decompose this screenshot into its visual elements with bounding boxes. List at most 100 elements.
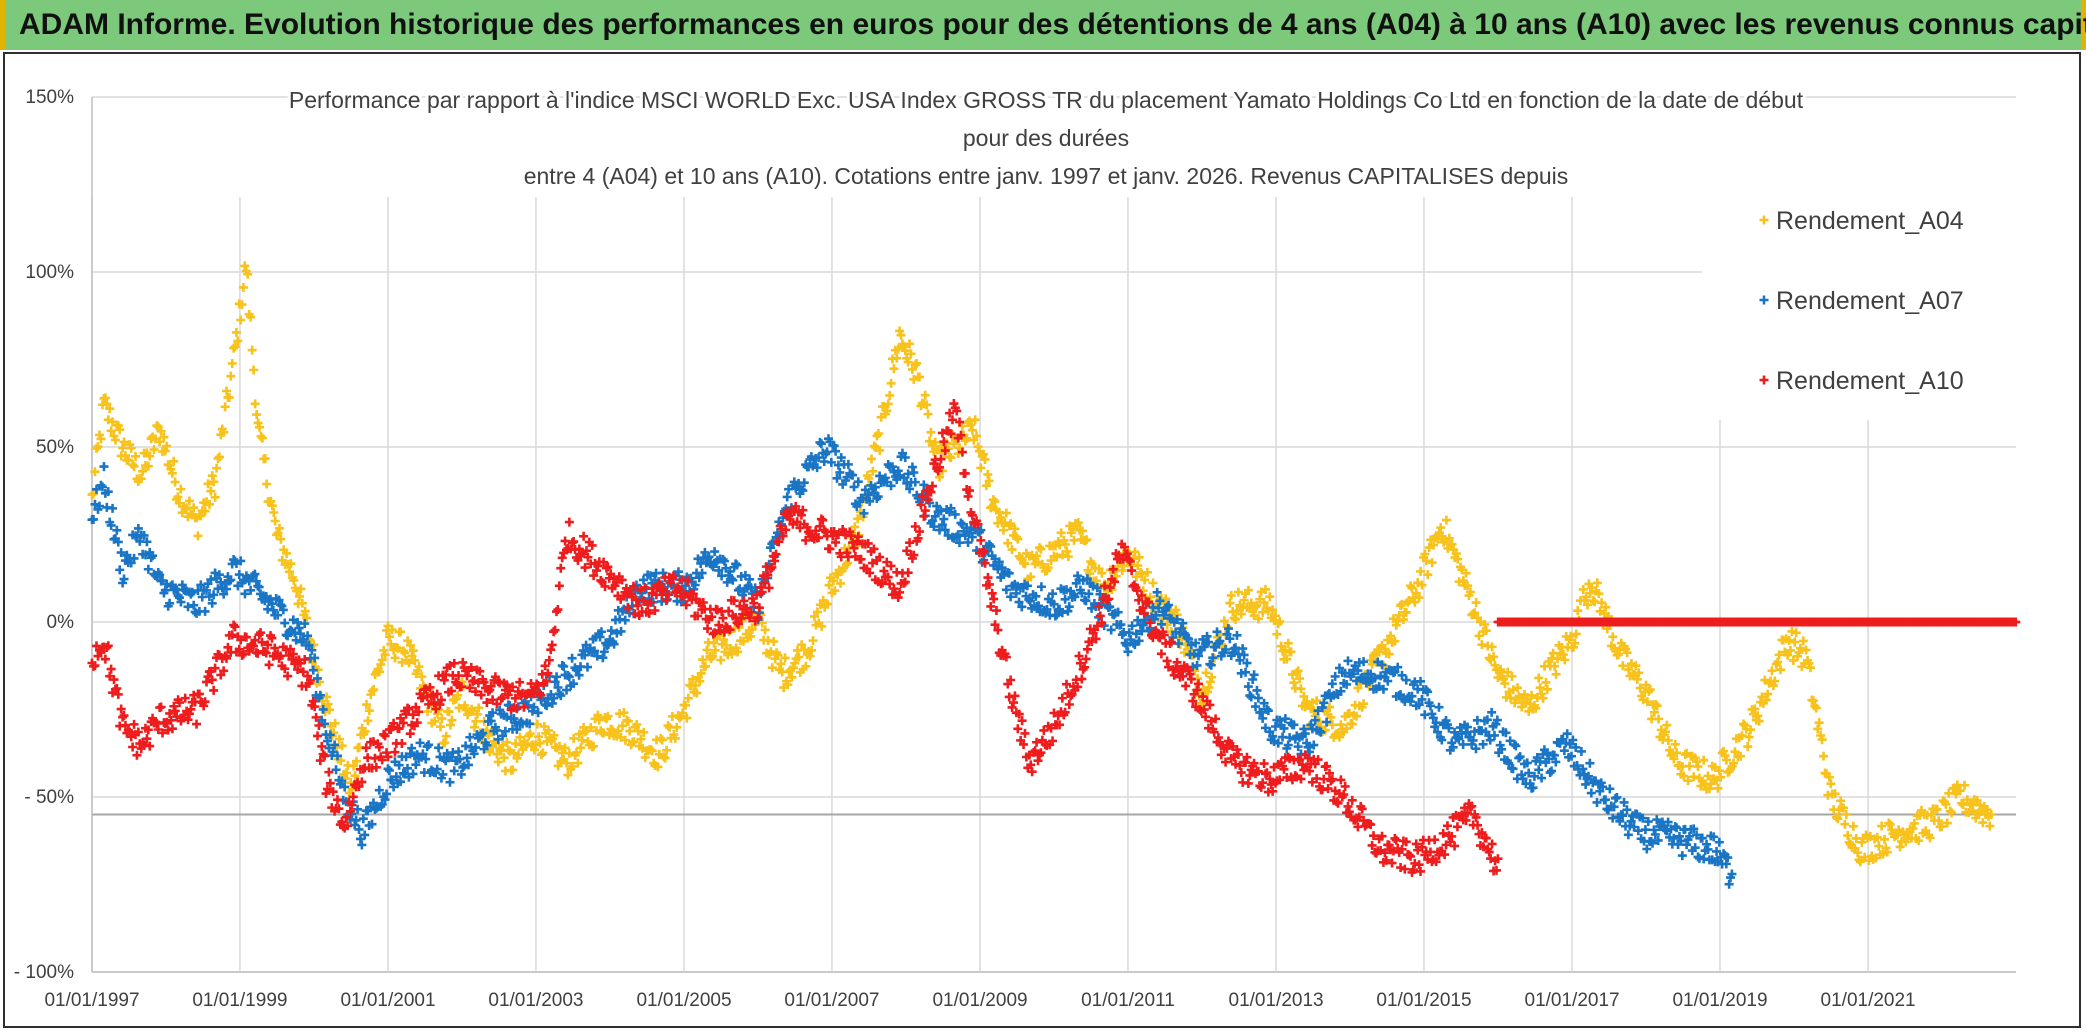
data-point xyxy=(226,575,236,585)
data-point xyxy=(106,520,116,530)
data-point xyxy=(1941,799,1951,809)
data-point xyxy=(143,725,153,735)
data-point xyxy=(1097,618,1107,628)
data-point xyxy=(145,741,155,751)
data-point xyxy=(1461,727,1471,737)
data-point xyxy=(1608,632,1618,642)
data-point xyxy=(1229,613,1239,623)
data-point xyxy=(983,470,993,480)
data-point xyxy=(935,472,945,482)
data-point xyxy=(396,627,406,637)
data-point xyxy=(633,726,643,736)
data-point xyxy=(118,443,128,453)
data-point xyxy=(227,630,237,640)
legend-label: Rendement_A07 xyxy=(1776,287,1964,315)
data-point xyxy=(714,565,724,575)
data-point xyxy=(471,687,481,697)
data-point xyxy=(869,544,879,554)
data-point xyxy=(418,749,428,759)
data-point xyxy=(1473,820,1483,830)
data-point xyxy=(328,787,338,797)
data-point xyxy=(275,651,285,661)
data-point xyxy=(1808,696,1818,706)
data-point xyxy=(636,734,646,744)
data-point xyxy=(913,533,923,543)
data-point xyxy=(315,690,325,700)
data-point xyxy=(445,777,455,787)
data-point xyxy=(1714,766,1724,776)
data-point xyxy=(1127,621,1137,631)
data-point xyxy=(1336,775,1346,785)
data-point xyxy=(1783,650,1793,660)
data-point xyxy=(577,735,587,745)
data-point xyxy=(169,701,179,711)
data-point xyxy=(1487,642,1497,652)
data-point xyxy=(1743,742,1753,752)
data-point xyxy=(476,729,486,739)
data-point xyxy=(1357,804,1367,814)
data-point xyxy=(91,443,101,453)
data-point xyxy=(1249,758,1259,768)
data-point xyxy=(1207,672,1217,682)
data-point xyxy=(347,800,357,810)
data-point xyxy=(248,571,258,581)
data-point xyxy=(707,612,717,622)
data-point xyxy=(1148,578,1158,588)
data-point xyxy=(1727,869,1737,879)
data-point xyxy=(728,575,738,585)
data-point xyxy=(629,737,639,747)
data-point xyxy=(1336,720,1346,730)
data-point xyxy=(1225,598,1235,608)
data-point xyxy=(286,559,296,569)
data-point xyxy=(946,453,956,463)
data-point xyxy=(534,689,544,699)
data-point xyxy=(308,696,318,706)
data-point xyxy=(469,722,479,732)
data-point xyxy=(808,636,818,646)
data-point xyxy=(1211,714,1221,724)
data-point xyxy=(337,776,347,786)
data-point xyxy=(1537,689,1547,699)
data-point xyxy=(1289,678,1299,688)
data-point xyxy=(914,372,924,382)
data-point xyxy=(1212,627,1222,637)
data-point xyxy=(1527,690,1537,700)
data-point xyxy=(337,817,347,827)
data-point xyxy=(680,581,690,591)
data-point xyxy=(1001,585,1011,595)
data-point xyxy=(1663,735,1673,745)
data-point xyxy=(1004,568,1014,578)
data-point xyxy=(1025,596,1035,606)
data-point xyxy=(1592,797,1602,807)
data-point xyxy=(466,662,476,672)
data-point xyxy=(746,607,756,617)
data-point xyxy=(280,618,290,628)
data-point xyxy=(1322,761,1332,771)
data-point xyxy=(379,729,389,739)
data-point xyxy=(853,477,863,487)
data-point xyxy=(382,789,392,799)
data-point xyxy=(1129,638,1139,648)
data-point xyxy=(1226,590,1236,600)
data-point xyxy=(196,511,206,521)
data-point xyxy=(848,470,858,480)
data-point xyxy=(369,685,379,695)
data-point xyxy=(801,535,811,545)
data-point xyxy=(1454,734,1464,744)
data-point xyxy=(979,449,989,459)
data-point xyxy=(1465,587,1475,597)
data-point xyxy=(165,708,175,718)
data-point xyxy=(498,731,508,741)
data-point xyxy=(1895,842,1905,852)
data-point xyxy=(683,576,693,586)
data-point xyxy=(1397,844,1407,854)
data-point xyxy=(1447,738,1457,748)
data-point xyxy=(976,463,986,473)
data-point xyxy=(1560,655,1570,665)
data-point xyxy=(170,477,180,487)
data-point xyxy=(396,713,406,723)
data-point xyxy=(932,501,942,511)
data-point xyxy=(1007,702,1017,712)
data-point xyxy=(801,661,811,671)
data-point xyxy=(1534,765,1544,775)
